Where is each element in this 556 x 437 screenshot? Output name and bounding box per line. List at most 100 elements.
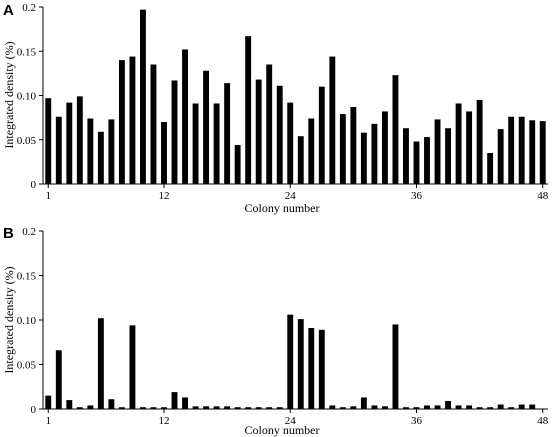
bar-colony-43: [487, 153, 494, 184]
bar-colony-24: [287, 314, 294, 409]
bar-colony-11: [150, 64, 157, 184]
x-tick-label: 48: [537, 190, 549, 202]
x-tick-label: 36: [411, 190, 423, 202]
panel-a-letter: A: [3, 2, 14, 19]
bar-colony-13: [171, 80, 178, 184]
panel-a-y-ticks: 0 0.05 0.10 0.15 0.2: [17, 2, 43, 191]
x-tick-label: 1: [46, 415, 52, 427]
bar-colony-44: [497, 129, 504, 184]
bar-colony-28: [329, 405, 336, 409]
bar-colony-37: [424, 137, 430, 184]
bar-colony-13: [171, 392, 178, 409]
panel-b-axes: [42, 231, 548, 410]
bar-colony-14: [182, 397, 188, 409]
bar-colony-36: [413, 141, 420, 184]
bar-colony-15: [192, 406, 199, 409]
bar-colony-14: [182, 49, 188, 185]
bar-colony-17: [213, 406, 220, 409]
bar-colony-21: [255, 407, 262, 409]
bar-colony-20: [245, 36, 252, 185]
x-tick-label: 36: [411, 415, 423, 427]
bar-colony-1: [45, 98, 52, 184]
bar-colony-39: [445, 400, 451, 409]
bar-colony-4: [76, 96, 83, 184]
bar-colony-10: [140, 407, 146, 409]
bar-colony-32: [371, 405, 378, 409]
y-tick-label: 0.2: [22, 226, 36, 238]
bar-colony-9: [129, 56, 136, 185]
bar-colony-44: [497, 404, 504, 409]
bar-colony-36: [413, 407, 420, 409]
bar-colony-4: [76, 407, 83, 409]
panel-b-letter: B: [3, 225, 14, 242]
bar-colony-30: [350, 107, 357, 184]
bar-colony-45: [508, 116, 515, 184]
bar-colony-47: [529, 404, 536, 409]
bar-colony-34: [392, 75, 399, 184]
y-tick-label: 0.2: [22, 2, 36, 14]
panel-b: B Integrated density (%) Colony number 0…: [2, 225, 549, 437]
bar-colony-39: [445, 128, 451, 184]
bar-colony-46: [518, 404, 525, 409]
x-tick-label: 1: [46, 190, 52, 202]
bar-colony-38: [434, 119, 441, 184]
y-tick-label: 0.05: [17, 360, 37, 372]
y-tick-label: 0: [31, 179, 37, 191]
bar-colony-11: [150, 407, 157, 409]
bar-colony-16: [203, 406, 210, 409]
bar-colony-33: [381, 111, 388, 184]
bar-colony-8: [118, 407, 125, 409]
panel-a-x-ticks: 1 12 24 36 48: [46, 184, 549, 202]
bar-colony-48: [539, 121, 546, 184]
x-tick-label: 24: [285, 415, 297, 427]
panel-b-bars: [45, 314, 536, 409]
bar-colony-40: [455, 405, 462, 409]
bar-colony-34: [392, 324, 399, 409]
bar-colony-6: [97, 131, 104, 184]
bar-colony-18: [224, 83, 231, 184]
x-tick-label: 12: [158, 190, 169, 202]
bar-colony-21: [255, 79, 262, 184]
bar-colony-27: [318, 86, 325, 184]
bar-colony-18: [224, 406, 231, 409]
bar-colony-40: [455, 103, 462, 184]
x-tick-label: 24: [285, 190, 297, 202]
bar-colony-45: [508, 407, 515, 409]
y-tick-label: 0: [31, 404, 37, 416]
bar-colony-2: [55, 350, 62, 409]
y-tick-label: 0.15: [17, 271, 37, 283]
bar-colony-43: [487, 407, 494, 409]
bar-colony-33: [381, 406, 388, 409]
bar-colony-16: [203, 70, 210, 184]
bar-colony-8: [118, 60, 125, 184]
bar-colony-7: [108, 119, 115, 184]
bar-colony-3: [66, 102, 73, 184]
bar-colony-22: [266, 407, 273, 409]
bar-colony-35: [403, 407, 409, 409]
bar-colony-9: [129, 325, 136, 409]
bar-colony-15: [192, 103, 199, 184]
panel-b-x-axis-label: Colony number: [245, 423, 320, 437]
panel-a-y-axis-label: Integrated density (%): [2, 41, 16, 148]
bar-colony-29: [339, 407, 346, 409]
bar-colony-27: [318, 329, 325, 409]
bar-colony-42: [476, 99, 483, 184]
bar-colony-7: [108, 399, 115, 409]
bar-colony-30: [350, 406, 357, 409]
panel-b-y-ticks: 0 0.05 0.10 0.15 0.2: [17, 226, 43, 416]
bar-colony-6: [97, 318, 104, 409]
bar-colony-38: [434, 405, 441, 409]
bar-colony-35: [403, 128, 409, 184]
bar-colony-5: [87, 118, 94, 184]
y-tick-label: 0.10: [17, 91, 37, 103]
bar-colony-31: [360, 397, 367, 409]
bar-colony-23: [276, 85, 283, 184]
panel-a-bars: [45, 9, 546, 185]
bar-colony-24: [287, 102, 294, 184]
x-tick-label: 12: [158, 415, 169, 427]
bar-colony-37: [424, 405, 430, 409]
bar-colony-32: [371, 123, 378, 184]
bar-colony-23: [276, 407, 283, 409]
panel-a-x-axis-label: Colony number: [245, 201, 320, 215]
